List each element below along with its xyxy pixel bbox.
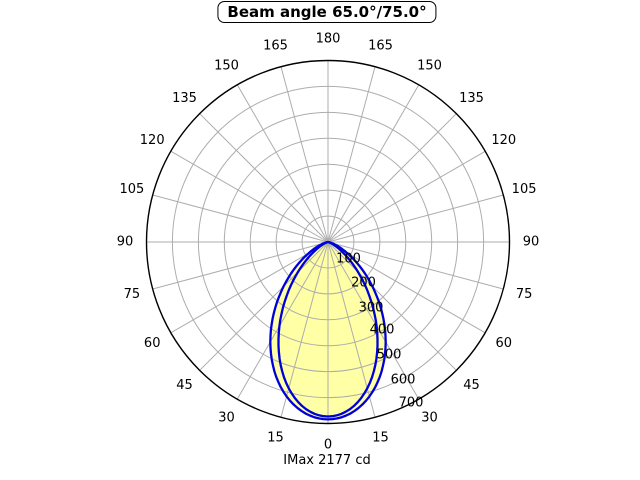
grid-spoke-240 <box>170 150 329 243</box>
grid-spoke-330 <box>236 241 329 400</box>
angle-label-165-right: 165 <box>368 38 393 53</box>
grid-spoke-45 <box>327 241 457 371</box>
grid-spoke-135 <box>327 113 457 243</box>
angle-label-135-left: 135 <box>172 91 197 106</box>
intensity-label-500: 500 <box>377 348 402 363</box>
intensity-label-300: 300 <box>359 301 384 316</box>
angle-label-105-left: 105 <box>119 182 144 197</box>
angle-label-165-left: 165 <box>263 38 288 53</box>
grid-spoke-165 <box>327 66 376 243</box>
beam-curves-layer <box>269 240 387 421</box>
angle-label-60-left: 60 <box>144 336 161 351</box>
outer-axis-circle <box>145 59 511 425</box>
grid-spoke-255 <box>152 194 329 243</box>
intensity-label-200: 200 <box>351 276 376 291</box>
angle-label-105-right: 105 <box>512 182 537 197</box>
angle-label-30-left: 30 <box>218 410 235 425</box>
angle-label-150-left: 150 <box>214 59 239 74</box>
angle-label-75-right: 75 <box>516 287 533 302</box>
grid-spoke-120 <box>327 150 486 243</box>
angle-label-15-left: 15 <box>267 431 284 446</box>
angle-label-15-right: 15 <box>372 431 389 446</box>
angle-label-90-right: 90 <box>523 235 540 250</box>
angle-label-180: 180 <box>316 32 341 47</box>
polar-grid-layer <box>146 60 510 424</box>
labels-layer: 0 15 15 30 30 45 45 60 60 75 75 90 90 105 105 120 120 135… <box>117 32 540 453</box>
grid-spoke-150 <box>327 84 420 243</box>
angle-label-0: 0 <box>324 438 332 453</box>
grid-spoke-225 <box>199 113 329 243</box>
angle-label-75-left: 75 <box>124 287 141 302</box>
angle-label-45-right: 45 <box>463 378 480 393</box>
intensity-label-600: 600 <box>391 373 416 388</box>
grid-spoke-195 <box>280 66 329 243</box>
axis-layer <box>145 59 511 425</box>
grid-spoke-210 <box>236 84 329 243</box>
beam-curve-65 <box>277 240 379 418</box>
intensity-label-400: 400 <box>370 323 395 338</box>
grid-spoke-105 <box>327 194 504 243</box>
grid-spoke-300 <box>170 241 329 334</box>
grid-spoke-60 <box>327 241 486 334</box>
grid-spoke-75 <box>327 241 504 290</box>
intensity-label-700: 700 <box>399 396 424 411</box>
angle-label-120-left: 120 <box>140 133 165 148</box>
angle-label-120-right: 120 <box>491 133 516 148</box>
angle-label-30-right: 30 <box>421 410 438 425</box>
grid-spoke-30 <box>327 241 420 400</box>
angle-label-90-left: 90 <box>117 235 134 250</box>
angle-label-135-right: 135 <box>459 91 484 106</box>
grid-spoke-285 <box>152 241 329 290</box>
chart-title: Beam angle 65.0°/75.0° <box>217 1 437 23</box>
angle-label-150-right: 150 <box>417 59 442 74</box>
intensity-label-100: 100 <box>336 252 361 267</box>
angle-label-45-left: 45 <box>176 378 193 393</box>
imax-label: IMax 2177 cd <box>283 453 371 468</box>
angle-label-60-right: 60 <box>496 336 513 351</box>
grid-spoke-315 <box>199 241 329 371</box>
beam-curve-75 <box>269 240 387 421</box>
